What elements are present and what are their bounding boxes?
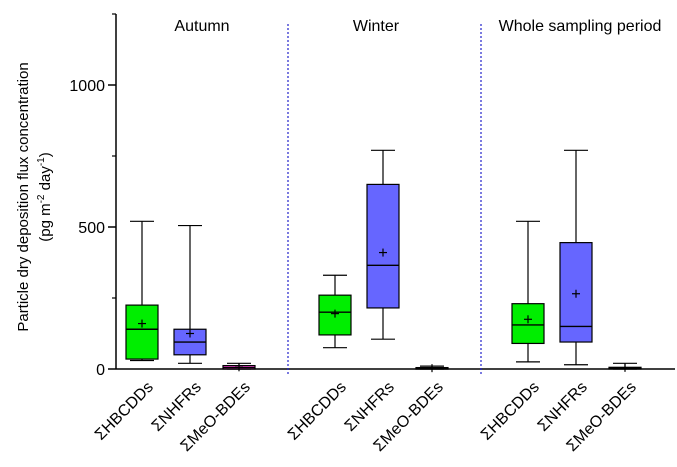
box-2-3 [415,364,449,373]
y-tick-label: 0 [96,362,105,379]
group-title: Winter [353,18,400,35]
group-title: Whole sampling period [499,18,662,35]
x-tick-label: ΣHBCDDs [478,379,543,444]
box-iqr [125,304,159,360]
group-titles: Autumn Winter Whole sampling period [174,18,661,35]
box-iqr [366,183,400,309]
axes: 0 500 1000 [69,13,675,379]
y-tick-label: 1000 [69,78,105,95]
y-tick-label: 500 [78,220,105,237]
group-separators [287,24,482,376]
box-iqr [511,303,545,345]
x-tick-label: ΣHBCDDs [92,379,157,444]
box-2-1 [318,274,352,349]
box-1-3 [222,362,256,372]
box-3-3 [608,362,642,372]
y-axis-title-line1: Particle dry deposition flux concentrati… [15,62,32,331]
y-axis-title: Particle dry deposition flux concentrati… [15,62,54,331]
group-title: Autumn [174,18,229,35]
box-1-2 [173,224,207,364]
box-3-1 [511,220,545,363]
x-tick-label: ΣHBCDDs [285,379,350,444]
y-axis-title-line2: (pg m-2 day-1) [36,152,54,242]
box-3-2 [559,149,593,366]
boxes [125,149,642,373]
box-2-2 [366,149,400,340]
box-1-1 [125,220,159,362]
